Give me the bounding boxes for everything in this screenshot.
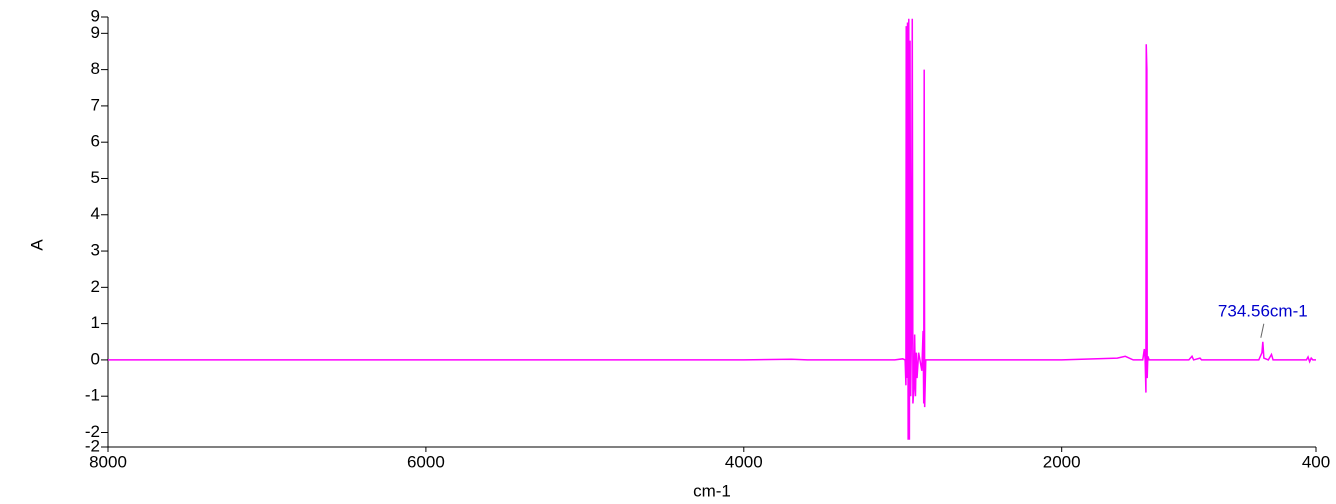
y-tick-label: 7 (91, 95, 100, 114)
spectrum-line (108, 18, 1316, 440)
y-axis-label: A (27, 239, 46, 251)
y-tick-label: 9 (91, 6, 100, 25)
y-tick-label: -2 (85, 436, 100, 455)
x-tick-label: 400 (1302, 452, 1330, 471)
y-tick-label: 5 (91, 168, 100, 187)
y-tick-label: 3 (91, 241, 100, 260)
annotation-label: 734.56cm-1 (1218, 301, 1308, 320)
y-tick-label: 0 (91, 349, 100, 368)
x-axis-label: cm-1 (693, 481, 731, 500)
x-tick-label: 4000 (725, 452, 763, 471)
x-tick-label: 6000 (407, 452, 445, 471)
x-tick-label: 8000 (89, 452, 127, 471)
annotation-leader (1260, 323, 1265, 338)
x-tick-label: 2000 (1043, 452, 1081, 471)
y-tick-label: 1 (91, 313, 100, 332)
y-tick-label: 2 (91, 277, 100, 296)
y-tick-label: 9 (91, 23, 100, 42)
y-tick-label: 8 (91, 59, 100, 78)
y-tick-label: 6 (91, 132, 100, 151)
y-tick-label: -2 (85, 422, 100, 441)
y-tick-label: 4 (91, 204, 100, 223)
y-tick-label: -1 (85, 386, 100, 405)
